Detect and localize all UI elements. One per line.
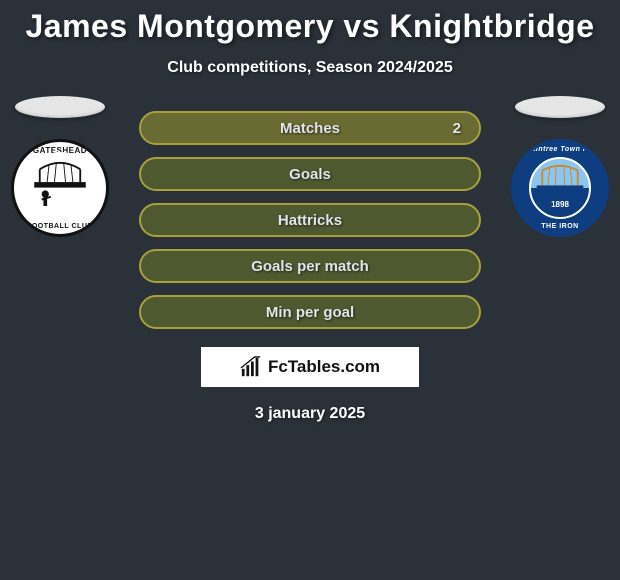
page-title: James Montgomery vs Knightbridge bbox=[0, 8, 620, 45]
comparison-body: GATESHEAD bbox=[0, 111, 620, 329]
stat-value-right: 2 bbox=[453, 120, 461, 137]
crest2-top-text: Braintree Town F.C. bbox=[514, 146, 606, 153]
chart-icon bbox=[240, 356, 262, 378]
player1-side: GATESHEAD bbox=[10, 96, 110, 238]
braintree-icon bbox=[536, 163, 584, 191]
stat-label: Goals bbox=[289, 166, 331, 183]
stat-label: Min per goal bbox=[266, 304, 354, 321]
stat-row-hattricks: Hattricks bbox=[139, 203, 481, 237]
vs-label: vs bbox=[343, 8, 380, 44]
crest2-inner: 1898 bbox=[529, 157, 591, 219]
stat-label: Hattricks bbox=[278, 212, 342, 229]
gateshead-icon bbox=[32, 160, 88, 206]
player2-club-crest: Braintree Town F.C. 1898 bbox=[510, 138, 610, 238]
stat-rows: Matches 2 Goals Hattricks Goals per matc… bbox=[139, 111, 481, 329]
crest2-bottom-text: THE IRON bbox=[514, 223, 606, 230]
crest1-bottom-text: FOOTBALL CLUB bbox=[14, 223, 106, 230]
comparison-card: James Montgomery vs Knightbridge Club co… bbox=[0, 0, 620, 423]
player1-name: James Montgomery bbox=[26, 8, 335, 44]
gateshead-crest: GATESHEAD bbox=[11, 139, 109, 237]
stat-label: Goals per match bbox=[251, 258, 369, 275]
stat-row-matches: Matches 2 bbox=[139, 111, 481, 145]
player1-indicator-ellipse bbox=[15, 96, 105, 118]
player2-side: Braintree Town F.C. 1898 bbox=[510, 96, 610, 238]
date-text: 3 january 2025 bbox=[0, 405, 620, 423]
crest2-year: 1898 bbox=[551, 200, 569, 209]
stat-row-goals: Goals bbox=[139, 157, 481, 191]
stat-row-gpm: Goals per match bbox=[139, 249, 481, 283]
subtitle: Club competitions, Season 2024/2025 bbox=[0, 59, 620, 77]
brand-box: FcTables.com bbox=[201, 347, 419, 387]
player1-club-crest: GATESHEAD bbox=[10, 138, 110, 238]
player2-name: Knightbridge bbox=[389, 8, 594, 44]
braintree-crest: Braintree Town F.C. 1898 bbox=[511, 139, 609, 237]
player2-indicator-ellipse bbox=[515, 96, 605, 118]
stat-label: Matches bbox=[280, 120, 340, 137]
crest1-inner bbox=[24, 152, 96, 224]
brand-text: FcTables.com bbox=[268, 357, 380, 377]
stat-row-mpg: Min per goal bbox=[139, 295, 481, 329]
